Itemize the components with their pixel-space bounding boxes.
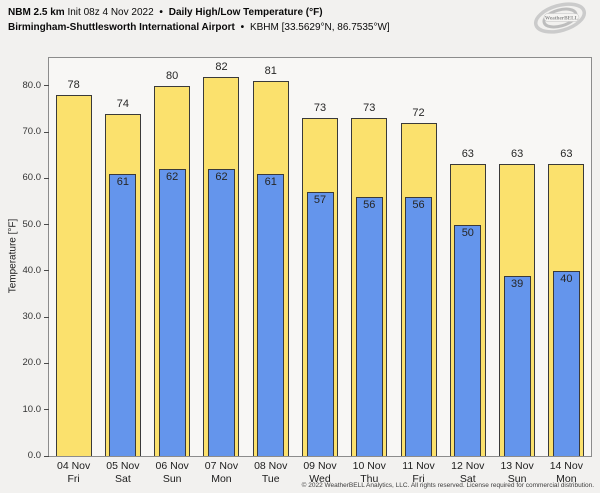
x-tick-day: Fri <box>412 473 425 485</box>
y-tick-label: 70.0 <box>22 126 42 138</box>
y-tick-label: 60.0 <box>22 172 42 184</box>
x-tick-day: Mon <box>556 473 577 485</box>
x-tick-day: Wed <box>309 473 331 485</box>
init-time: Init 08z 4 Nov 2022 <box>67 7 154 18</box>
x-tick-day: Sat <box>115 473 131 485</box>
x-tick-date: 07 Nov <box>204 460 239 472</box>
title-line-1: NBM 2.5 km Init 08z 4 Nov 2022 • Daily H… <box>8 5 390 20</box>
y-tick-mark <box>44 316 49 318</box>
x-tick-date: 04 Nov <box>56 460 91 472</box>
low-value-label: 56 <box>412 198 425 211</box>
y-tick-label: 40.0 <box>22 264 42 276</box>
x-tick-day: Tue <box>261 473 280 485</box>
low-bar <box>552 270 580 456</box>
x-tick-label: 07 Nov Mon <box>197 460 246 486</box>
low-value-label: 56 <box>363 198 376 211</box>
y-tick-mark <box>44 409 49 411</box>
low-bar <box>109 173 137 456</box>
title-separator-2: • <box>240 22 245 33</box>
low-bar <box>158 169 186 456</box>
y-tick-label: 0.0 <box>27 450 41 461</box>
high-value-label: 82 <box>215 60 228 73</box>
x-tick-date: 11 Nov <box>402 460 435 472</box>
x-tick-label: 08 Nov Tue <box>246 460 295 486</box>
high-value-label: 63 <box>461 148 474 161</box>
title-separator: • <box>159 7 163 18</box>
high-value-label: 73 <box>313 102 327 115</box>
y-tick-label: 50.0 <box>22 218 42 230</box>
x-tick-day: Sat <box>459 473 476 485</box>
x-tick-date: 06 Nov <box>155 460 189 472</box>
chart-title-block: NBM 2.5 km Init 08z 4 Nov 2022 • Daily H… <box>8 5 390 35</box>
low-value-label: 57 <box>313 194 327 207</box>
x-tick-label: 04 Nov Fri <box>49 460 98 486</box>
x-tick-date: 13 Nov <box>500 460 534 472</box>
low-bar <box>207 169 235 456</box>
x-tick-label: 05 Nov Sat <box>98 460 147 486</box>
low-bar <box>306 192 334 456</box>
high-value-label: 63 <box>560 148 573 161</box>
y-tick-label: 20.0 <box>22 357 42 369</box>
high-bar <box>55 95 92 456</box>
x-tick-date: 08 Nov <box>254 460 288 472</box>
x-tick-day: Sun <box>507 473 527 485</box>
title-line-2: Birmingham-Shuttlesworth International A… <box>8 20 390 35</box>
x-tick-date: 10 Nov <box>352 460 386 472</box>
y-tick-mark <box>44 455 49 457</box>
low-value-label: 61 <box>264 175 277 188</box>
low-value-label: 61 <box>116 175 130 188</box>
y-tick-mark <box>44 362 49 364</box>
high-value-label: 81 <box>264 65 277 78</box>
x-tick-day: Fri <box>67 473 80 485</box>
y-tick-label: 80.0 <box>22 79 42 91</box>
copyright-text: © 2022 WeatherBELL Analytics, LLC. All r… <box>301 482 594 489</box>
high-value-label: 74 <box>116 97 130 110</box>
low-value-label: 40 <box>560 272 573 285</box>
model-name: NBM 2.5 km <box>8 7 65 18</box>
high-value-label: 78 <box>67 79 80 92</box>
low-value-label: 39 <box>510 277 524 290</box>
y-tick-mark <box>44 270 49 272</box>
low-bar <box>503 275 531 456</box>
x-tick-label: 14 Nov Mon <box>542 460 591 486</box>
x-tick-day: Sun <box>162 473 182 485</box>
weatherbell-logo-icon: WeatherBELL <box>533 2 587 34</box>
y-tick-mark <box>44 224 49 226</box>
high-value-label: 80 <box>166 69 179 82</box>
x-tick-date: 12 Nov <box>451 460 485 472</box>
x-tick-label: 10 Nov Thu <box>345 460 394 486</box>
low-bar <box>454 224 482 456</box>
y-tick-label: 30.0 <box>22 311 42 323</box>
x-tick-label: 13 Nov Sun <box>492 460 541 486</box>
x-tick-label: 12 Nov Sat <box>443 460 492 486</box>
y-axis-label: Temperature [°F] <box>7 218 19 294</box>
x-tick-label: 06 Nov Sun <box>148 460 197 486</box>
station-coordinates: KBHM [33.5629°N, 86.7535°W] <box>249 22 390 33</box>
y-tick-label: 10.0 <box>22 403 42 415</box>
x-tick-date: 09 Nov <box>303 460 337 472</box>
low-bar <box>405 196 433 456</box>
high-value-label: 73 <box>363 102 376 115</box>
logo-brand-text: WeatherBELL <box>545 16 579 22</box>
y-tick-mark <box>44 85 49 87</box>
x-tick-day: Thu <box>360 473 379 485</box>
low-value-label: 50 <box>461 226 474 239</box>
x-tick-date: 05 Nov <box>106 460 140 472</box>
station-name: Birmingham-Shuttlesworth International A… <box>8 22 235 33</box>
x-tick-day: Mon <box>211 473 232 485</box>
low-value-label: 62 <box>215 171 228 184</box>
y-tick-mark <box>44 131 49 133</box>
high-value-label: 72 <box>412 106 425 119</box>
x-tick-label: 11 Nov Fri <box>394 460 443 486</box>
product-name: Daily High/Low Temperature (°F) <box>168 7 323 18</box>
low-bar <box>355 196 383 456</box>
low-bar <box>257 173 285 456</box>
low-value-label: 62 <box>166 171 179 184</box>
x-tick-label: 09 Nov Wed <box>295 460 344 486</box>
y-tick-mark <box>44 177 49 179</box>
plot-area: 0.0 10.0 20.0 30.0 40.0 50.0 60.0 70.0 80.0 78 04 … <box>23 57 592 485</box>
high-value-label: 63 <box>510 148 524 161</box>
x-tick-date: 14 Nov <box>549 460 583 472</box>
